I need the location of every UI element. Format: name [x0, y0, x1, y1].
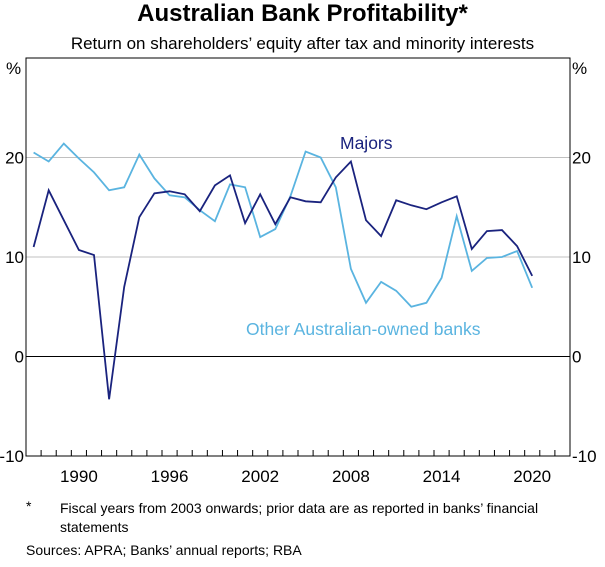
- y-tick-label-left: 0: [15, 348, 24, 367]
- x-tick-label: 2020: [513, 467, 551, 486]
- other-banks-line: [33, 142, 534, 308]
- series-label-other-banks: Other Australian-owned banks: [246, 319, 481, 339]
- chart-title: Australian Bank Profitability*: [137, 0, 468, 27]
- x-tick-label: 1996: [151, 467, 189, 486]
- sources: Sources: APRA; Banks’ annual reports; RB…: [26, 542, 302, 558]
- x-tick-label: 1990: [60, 467, 98, 486]
- y-unit-right: %: [572, 59, 587, 78]
- y-unit-left: %: [6, 59, 21, 78]
- footnote-text: Fiscal years from 2003 onwards; prior da…: [60, 500, 539, 535]
- x-tick-label: 2002: [241, 467, 279, 486]
- y-tick-label-left: -10: [0, 447, 24, 466]
- footnote-marker: *: [26, 498, 32, 514]
- y-tick-label-left: 10: [5, 248, 24, 267]
- series-label-majors: Majors: [340, 133, 393, 153]
- majors-line: [32, 159, 534, 400]
- y-tick-label-right: 10: [572, 248, 591, 267]
- y-tick-label-right: 0: [572, 348, 581, 367]
- y-tick-label-left: 20: [5, 149, 24, 168]
- y-tick-label-right: -10: [572, 447, 597, 466]
- chart-subtitle: Return on shareholders’ equity after tax…: [70, 34, 535, 53]
- x-tick-label: 2014: [423, 467, 461, 486]
- x-tick-label: 2008: [332, 467, 370, 486]
- y-tick-label-right: 20: [572, 149, 591, 168]
